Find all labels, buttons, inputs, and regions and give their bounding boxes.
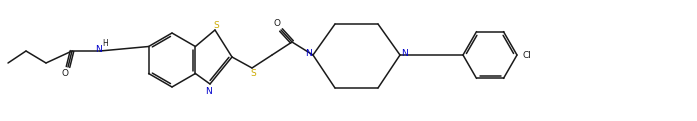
- Text: S: S: [213, 20, 219, 30]
- Text: O: O: [273, 19, 280, 29]
- Text: N: N: [205, 87, 211, 95]
- Text: H: H: [102, 39, 108, 49]
- Text: S: S: [250, 69, 256, 79]
- Text: N: N: [95, 45, 102, 54]
- Text: N: N: [305, 49, 312, 58]
- Text: O: O: [61, 69, 68, 79]
- Text: Cl: Cl: [523, 50, 531, 60]
- Text: N: N: [401, 49, 408, 58]
